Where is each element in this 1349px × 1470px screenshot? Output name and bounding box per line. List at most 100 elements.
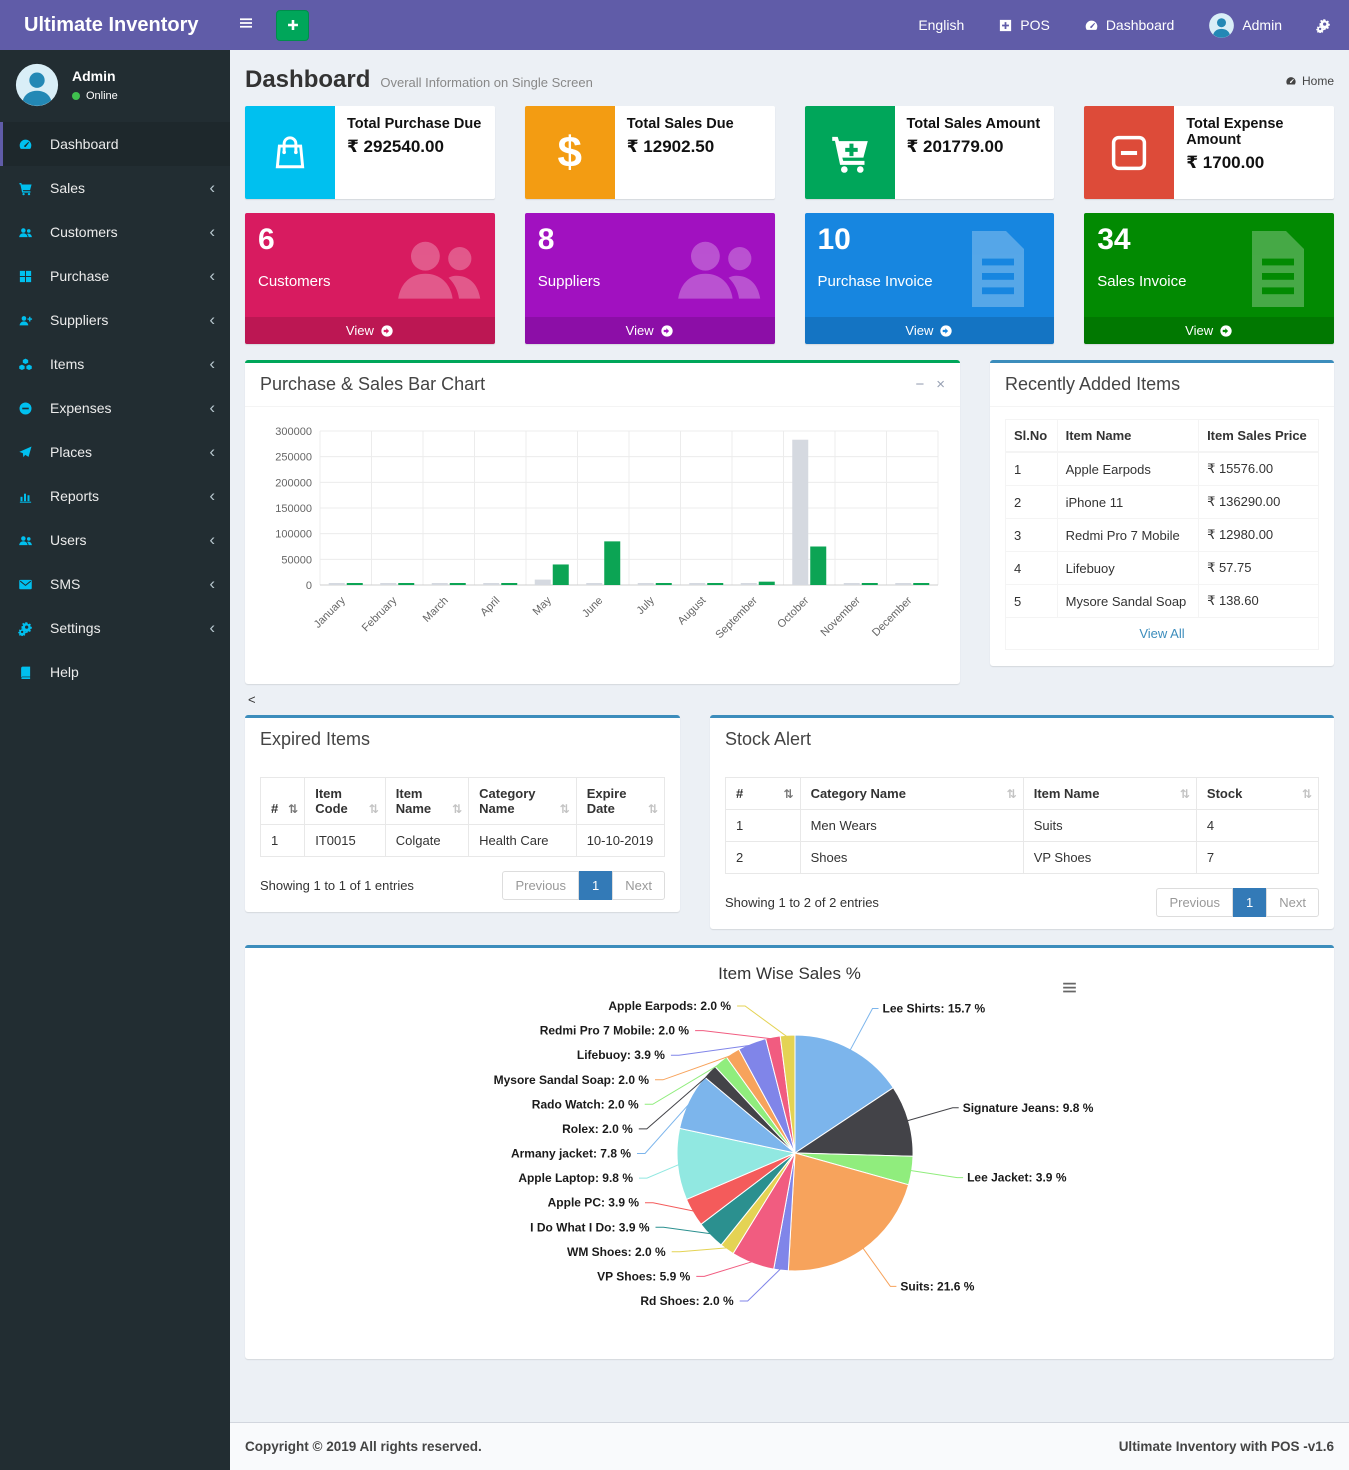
column-header: Sl.No — [1005, 419, 1058, 453]
sidebar-item-icon — [18, 489, 42, 504]
nav-language[interactable]: English — [918, 17, 965, 33]
sortable-column-header[interactable]: Expire Date ⇅ — [575, 777, 666, 825]
item-name: iPhone 11 — [1056, 485, 1200, 519]
item-name: Lifebuoy — [1056, 551, 1200, 585]
sidebar-item[interactable]: Users ‹ — [0, 518, 230, 562]
user-name: Admin — [72, 68, 116, 84]
sortable-column-header[interactable]: Category Name ⇅ — [799, 777, 1024, 810]
nav-settings[interactable] — [1316, 18, 1331, 33]
stat-icon — [1107, 131, 1151, 175]
gears-icon — [1316, 18, 1331, 33]
view-all-link[interactable]: View All — [1139, 626, 1185, 641]
info-box-label: Sales Invoice — [1097, 273, 1187, 290]
sortable-column-header[interactable]: Item Name ⇅ — [384, 777, 470, 825]
svg-text:Armany jacket: 7.8 %: Armany jacket: 7.8 % — [511, 1147, 631, 1161]
info-box: 8 Suppliers View — [524, 213, 775, 344]
item-no: 5 — [1005, 584, 1058, 618]
svg-text:June: June — [580, 595, 605, 620]
sidebar-item[interactable]: Places ‹ — [0, 430, 230, 474]
sidebar-toggle-button[interactable] — [230, 9, 262, 42]
item-no: 2 — [1005, 485, 1058, 519]
sidebar-item[interactable]: Suppliers ‹ — [0, 298, 230, 342]
breadcrumb[interactable]: Home — [1285, 74, 1334, 88]
chart-context-menu-button[interactable] — [1060, 978, 1079, 997]
previous-page-button[interactable]: Previous — [502, 871, 580, 900]
sidebar-item[interactable]: Reports ‹ — [0, 474, 230, 518]
sortable-column-header[interactable]: Item Code ⇅ — [304, 777, 386, 825]
svg-text:December: December — [870, 594, 915, 639]
panel-title: Stock Alert — [725, 729, 812, 749]
chevron-left-icon: ‹ — [209, 618, 215, 637]
nav-dashboard[interactable]: Dashboard — [1084, 17, 1174, 33]
sidebar-item[interactable]: Purchase ‹ — [0, 254, 230, 298]
sort-icon: ⇅ — [452, 802, 463, 816]
svg-text:Apple Earpods: 2.0 %: Apple Earpods: 2.0 % — [608, 999, 731, 1013]
sort-icon: ⇅ — [288, 802, 299, 816]
stat-card-value: ₹ 1700.00 — [1186, 153, 1265, 172]
page-number-button[interactable]: 1 — [579, 871, 613, 900]
nav-user-menu[interactable]: Admin — [1208, 12, 1282, 39]
sortable-column-header[interactable]: # ⇅ — [725, 777, 801, 810]
sidebar-item-label: Help — [50, 664, 79, 680]
svg-text:VP Shoes: 5.9 %: VP Shoes: 5.9 % — [597, 1269, 690, 1283]
column-header: Item Sales Price — [1198, 419, 1319, 453]
stat-card-label: Total Purchase Due — [347, 116, 482, 132]
svg-text:Apple PC: 3.9 %: Apple PC: 3.9 % — [548, 1196, 640, 1210]
copyright-text: Copyright © 2019 All rights reserved. — [245, 1439, 482, 1454]
next-page-button[interactable]: Next — [1266, 888, 1319, 917]
sort-icon: ⇅ — [647, 802, 658, 816]
quick-add-button[interactable] — [276, 9, 309, 41]
svg-text:Apple Laptop: 9.8 %: Apple Laptop: 9.8 % — [518, 1171, 633, 1185]
sidebar-item-icon — [18, 181, 42, 196]
svg-text:Signature Jeans: 9.8 %: Signature Jeans: 9.8 % — [963, 1101, 1094, 1115]
sidebar-item[interactable]: Sales ‹ — [0, 166, 230, 210]
entries-summary: Showing 1 to 2 of 2 entries — [725, 895, 879, 910]
item-price: ₹ 138.60 — [1198, 584, 1319, 618]
sidebar-item[interactable]: Expenses ‹ — [0, 386, 230, 430]
table-row: 1 Apple Earpods ₹ 15576.00 — [1005, 451, 1319, 486]
collapse-icon[interactable]: − — [915, 376, 925, 393]
stat-card-icon — [804, 106, 895, 199]
online-dot-icon — [72, 92, 80, 100]
sortable-column-header[interactable]: Stock ⇅ — [1195, 777, 1320, 810]
sidebar-item[interactable]: SMS ‹ — [0, 562, 230, 606]
sidebar-item-icon — [18, 533, 42, 548]
item-price: ₹ 57.75 — [1198, 551, 1319, 585]
sidebar-item[interactable]: Help ‹ — [0, 650, 230, 694]
sidebar-item[interactable]: Dashboard ‹ — [0, 122, 230, 166]
tachometer-icon — [1084, 18, 1099, 33]
view-link[interactable]: View — [804, 317, 1055, 344]
sidebar-user-panel: Admin Online — [0, 50, 230, 122]
arrow-circle-right-icon — [1219, 324, 1233, 338]
close-icon[interactable]: × — [936, 376, 945, 393]
stat-card-value: ₹ 292540.00 — [347, 137, 444, 156]
sidebar-item[interactable]: Customers ‹ — [0, 210, 230, 254]
view-link[interactable]: View — [524, 317, 775, 344]
nav-pos[interactable]: POS — [998, 17, 1050, 33]
item-name: Apple Earpods — [1056, 451, 1200, 486]
svg-text:Lee Jacket: 3.9 %: Lee Jacket: 3.9 % — [967, 1171, 1067, 1185]
sidebar-item[interactable]: Items ‹ — [0, 342, 230, 386]
sidebar-item-label: Places — [50, 444, 93, 460]
sort-icon: ⇅ — [783, 787, 794, 801]
view-link[interactable]: View — [245, 317, 495, 344]
svg-text:50000: 50000 — [281, 554, 312, 566]
sidebar-item[interactable]: Settings ‹ — [0, 606, 230, 650]
view-link[interactable]: View — [1084, 317, 1334, 344]
chevron-left-icon: ‹ — [209, 398, 215, 417]
sidebar-item-label: Reports — [50, 488, 100, 504]
previous-page-button[interactable]: Previous — [1156, 888, 1234, 917]
sortable-column-header[interactable]: Item Name ⇅ — [1022, 777, 1197, 810]
brand-title[interactable]: Ultimate Inventory — [24, 14, 199, 36]
svg-text:November: November — [819, 594, 864, 639]
entries-summary: Showing 1 to 1 of 1 entries — [260, 878, 414, 893]
page-number-button[interactable]: 1 — [1233, 888, 1267, 917]
sidebar-item-icon — [18, 137, 42, 152]
chevron-left-icon: ‹ — [209, 574, 215, 593]
next-page-button[interactable]: Next — [612, 871, 665, 900]
chevron-left-icon: ‹ — [209, 354, 215, 373]
panel-title: Recently Added Items — [1005, 374, 1181, 394]
item-no: 1 — [1005, 451, 1058, 486]
sortable-column-header[interactable]: Category Name ⇅ — [468, 777, 577, 825]
sortable-column-header[interactable]: # ⇅ — [259, 777, 306, 825]
